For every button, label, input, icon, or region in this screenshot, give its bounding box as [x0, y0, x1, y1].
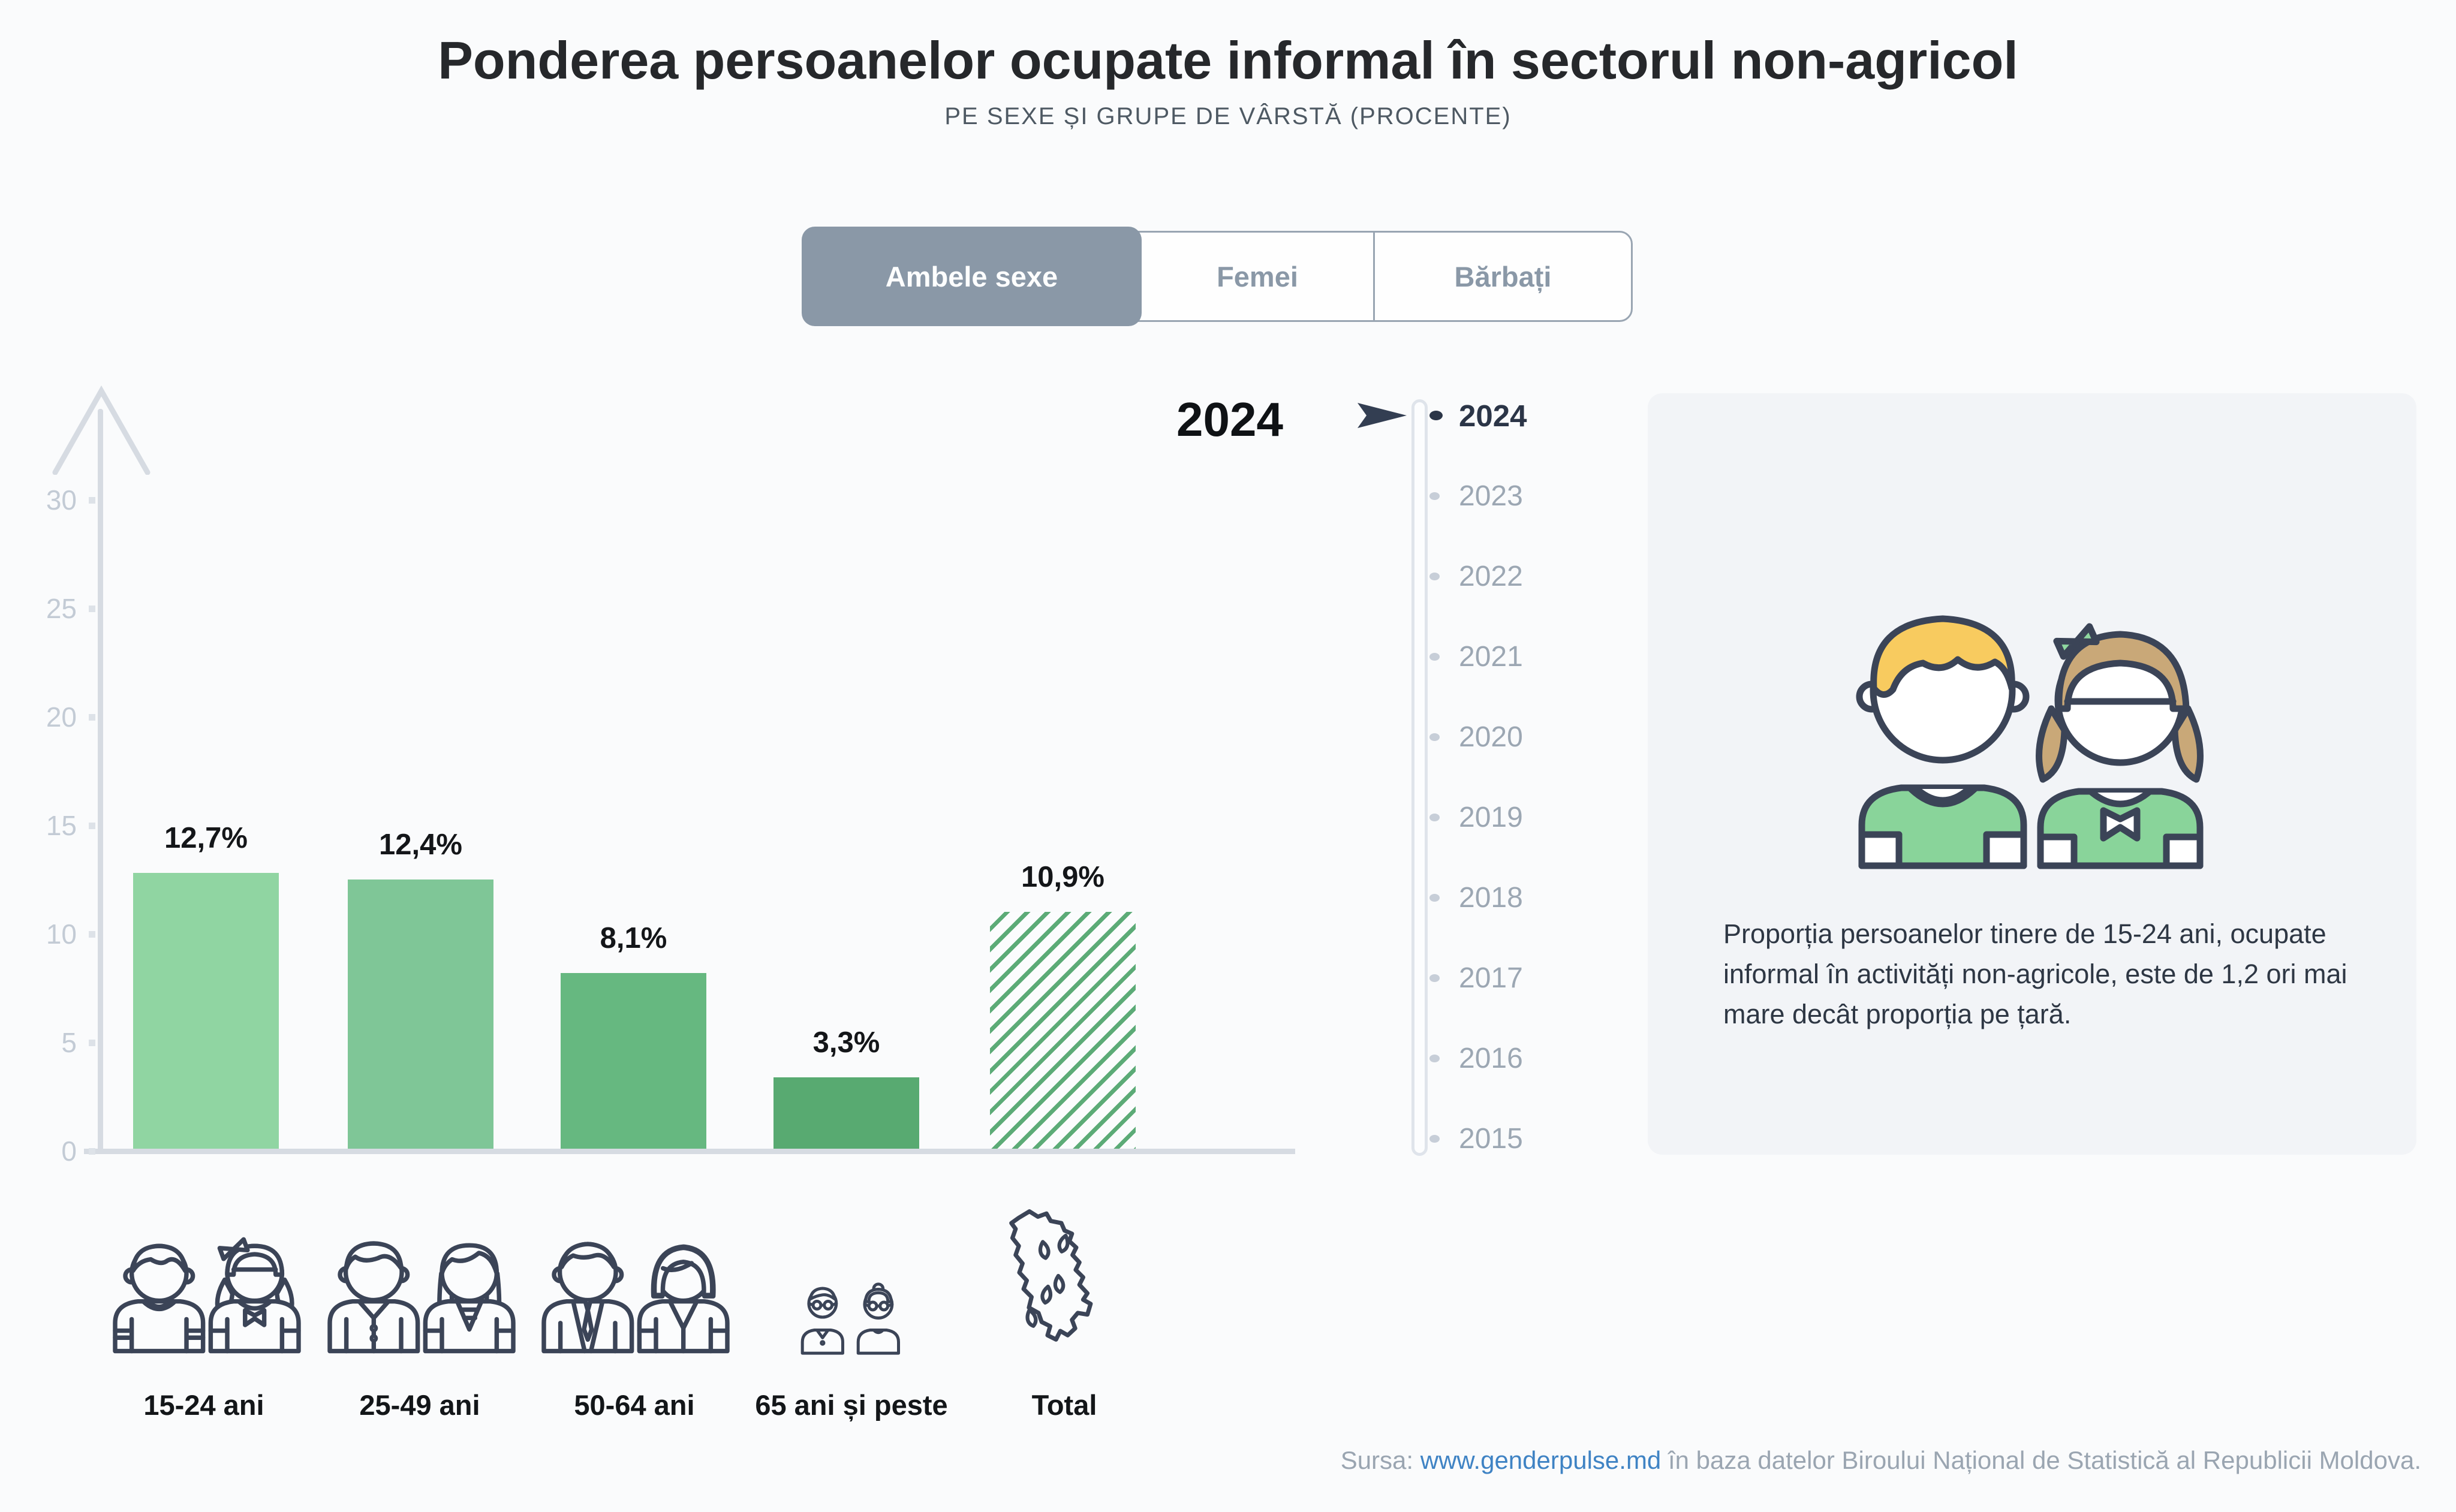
category-label-15-24: 15-24 ani: [143, 1389, 264, 1421]
elderly-couple-icon: [790, 1273, 919, 1355]
timeline-dot: [1429, 652, 1440, 661]
boy-and-girl-illustration: [1856, 615, 2204, 869]
bar-group-25-49: 12,4%: [348, 459, 493, 1149]
bar-total-hatched: [990, 912, 1136, 1149]
y-tick-30: 30: [0, 482, 95, 518]
insight-card: Proporția persoanelor tinere de 15-24 an…: [1648, 393, 2416, 1155]
timeline-dot: [1429, 572, 1440, 580]
bar-group-65-plus: 3,3%: [773, 459, 919, 1149]
bar-chart: 30 25 20 15 10 5 0 12,7% 12,4% 8,1% 3,3%…: [0, 372, 1343, 1167]
bar-value-label: 12,4%: [379, 829, 462, 861]
tab-femei[interactable]: Femei: [1133, 231, 1373, 322]
timeline-dot: [1429, 411, 1443, 420]
timeline-year-2015[interactable]: 2015: [1429, 1119, 1523, 1158]
x-axis-line: [84, 1149, 1295, 1154]
bar-65-plus: [773, 1077, 919, 1149]
timeline-year-2018[interactable]: 2018: [1429, 878, 1523, 917]
y-axis-line: [98, 409, 103, 1151]
bar-value-label: 12,7%: [164, 822, 248, 854]
age-group-icons: [0, 1193, 1343, 1373]
teen-boy-girl-icon: [105, 1234, 309, 1355]
category-label-50-64: 50-64 ani: [574, 1389, 695, 1421]
bar-50-64: [561, 973, 706, 1149]
y-tick-20: 20: [0, 699, 95, 735]
insight-text: Proporția persoanelor tinere de 15-24 an…: [1723, 918, 2347, 1029]
source-suffix: în baza datelor Biroului Național de Sta…: [1661, 1446, 2421, 1474]
bar-value-label: 10,9%: [1021, 861, 1104, 893]
moldova-map-icon: [991, 1195, 1113, 1355]
category-label-total: Total: [1031, 1389, 1097, 1421]
timeline-dot: [1429, 1134, 1440, 1143]
timeline-year-2020[interactable]: 2020: [1429, 718, 1523, 756]
y-tick-25: 25: [0, 591, 95, 627]
timeline-dot: [1429, 813, 1440, 821]
category-label-65-plus: 65 ani și peste: [755, 1389, 948, 1421]
timeline-year-2024[interactable]: 2024: [1429, 396, 1527, 435]
page-subtitle: PE SEXE ȘI GRUPE DE VÂRSTĂ (PROCENTE): [944, 103, 1512, 129]
tab-ambele-sexe[interactable]: Ambele sexe: [802, 227, 1142, 326]
source-link[interactable]: www.genderpulse.md: [1420, 1446, 1662, 1474]
y-tick-0: 0: [0, 1133, 95, 1169]
timeline-year-2023[interactable]: 2023: [1429, 477, 1523, 515]
category-label-25-49: 25-49 ani: [359, 1389, 480, 1421]
bar-value-label: 8,1%: [600, 922, 667, 954]
current-year-label: 2024: [1176, 393, 1283, 446]
bar-group-15-24: 12,7%: [133, 459, 279, 1149]
bar-15-24: [133, 873, 279, 1149]
timeline-year-2019[interactable]: 2019: [1429, 798, 1523, 836]
timeline-dot: [1429, 1054, 1440, 1062]
timeline-year-2017[interactable]: 2017: [1429, 959, 1523, 997]
timeline-year-2021[interactable]: 2021: [1429, 637, 1523, 676]
bar-group-total: 10,9%: [990, 459, 1136, 1149]
timeline-year-2016[interactable]: 2016: [1429, 1039, 1523, 1077]
bar-25-49: [348, 880, 493, 1149]
sex-filter-tabs: Ambele sexe Femei Bărbați: [802, 227, 1633, 326]
source-note: Sursa: www.genderpulse.md în baza datelo…: [1341, 1446, 2421, 1475]
y-axis-arrowhead-icon: [52, 385, 151, 475]
timeline-dot: [1429, 893, 1440, 902]
timeline-dot: [1429, 492, 1440, 500]
page-title: Ponderea persoanelor ocupate informal în…: [438, 31, 2018, 90]
timeline-year-2022[interactable]: 2022: [1429, 557, 1523, 595]
source-prefix: Sursa:: [1340, 1446, 1420, 1474]
adult-man-woman-icon: [320, 1234, 523, 1355]
y-tick-15: 15: [0, 808, 95, 844]
timeline-track[interactable]: [1411, 399, 1428, 1156]
y-tick-10: 10: [0, 916, 95, 952]
bar-value-label: 3,3%: [812, 1026, 880, 1059]
timeline-dot: [1429, 733, 1440, 741]
senior-man-woman-icon: [534, 1234, 738, 1355]
tab-barbati[interactable]: Bărbați: [1373, 231, 1633, 322]
year-cursor-arrow-icon[interactable]: [1358, 403, 1407, 428]
y-tick-5: 5: [0, 1025, 95, 1061]
year-timeline: 2024 2023 2022 2021 2020 2019 2018 2017 …: [1349, 384, 1889, 1163]
timeline-dot: [1429, 974, 1440, 982]
bar-group-50-64: 8,1%: [561, 459, 706, 1149]
